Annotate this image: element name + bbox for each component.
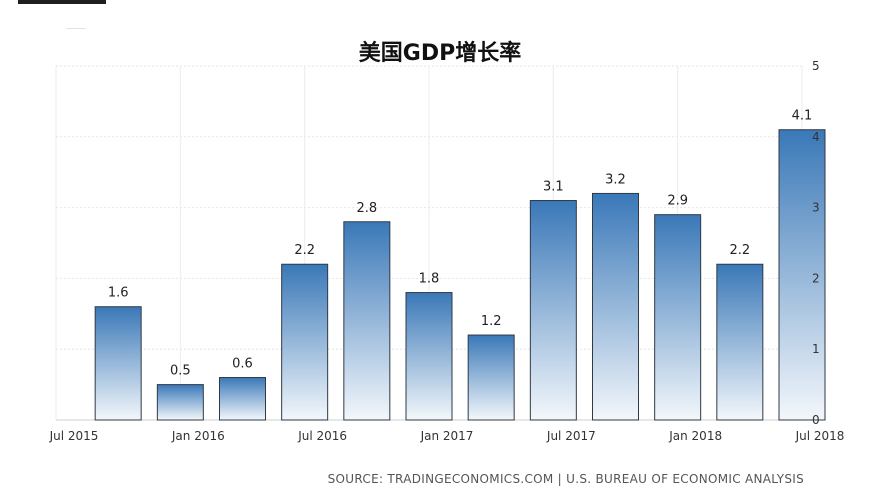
bar <box>156 384 204 421</box>
bar <box>405 292 453 421</box>
bars <box>94 129 826 421</box>
bar-value-label: 2.9 <box>667 194 688 209</box>
x-tick-label: Jan 2016 <box>171 429 225 443</box>
bar-value-label: 1.8 <box>419 272 440 287</box>
x-tick-label: Jul 2015 <box>49 429 99 443</box>
data-labels: 1.6 0.5 0.6 2.2 2.8 1.8 1.2 3.1 3.2 2.9 2.2 4.1 <box>108 109 813 379</box>
bar <box>219 377 266 421</box>
y-axis-ticks: 0 1 2 3 4 5 <box>812 59 820 427</box>
bar-value-label: 1.6 <box>108 286 129 301</box>
top-dark-bar <box>18 0 106 4</box>
bar-value-label: 0.6 <box>232 357 253 372</box>
bar-value-label: 1.2 <box>481 314 502 329</box>
bar-value-label: 2.8 <box>356 201 377 216</box>
decorative-dash <box>66 28 86 29</box>
bar <box>592 192 639 421</box>
x-tick-label: Jul 2017 <box>546 429 596 443</box>
y-tick-label: 4 <box>812 130 820 144</box>
bar-value-label: 2.2 <box>294 243 315 258</box>
y-tick-label: 2 <box>812 271 820 285</box>
bar <box>529 200 577 421</box>
chart-title: 美国GDP增长率 <box>359 40 521 66</box>
y-tick-label: 1 <box>812 342 820 356</box>
bar-value-label: 3.2 <box>605 172 626 187</box>
y-tick-label: 5 <box>812 59 820 73</box>
x-tick-label: Jan 2018 <box>668 429 722 443</box>
y-tick-label: 0 <box>812 413 820 427</box>
bar-value-label: 2.2 <box>729 243 750 258</box>
source-note: SOURCE: TRADINGECONOMICS.COM | U.S. BURE… <box>327 472 804 486</box>
bar <box>94 306 142 421</box>
bar-value-label: 3.1 <box>543 180 564 195</box>
bar <box>343 221 391 421</box>
bar <box>281 263 329 421</box>
bar-value-label: 4.1 <box>792 109 813 124</box>
x-tick-label: Jul 2018 <box>795 429 845 443</box>
y-tick-label: 3 <box>812 201 820 215</box>
bar <box>716 263 764 421</box>
bar-value-label: 0.5 <box>170 364 191 379</box>
bar <box>654 214 702 421</box>
bar <box>467 334 515 421</box>
bar <box>778 129 826 421</box>
x-tick-label: Jan 2017 <box>420 429 474 443</box>
x-axis-ticks: Jul 2015 Jan 2016 Jul 2016 Jan 2017 Jul 2017… <box>49 429 845 443</box>
x-tick-label: Jul 2016 <box>297 429 347 443</box>
